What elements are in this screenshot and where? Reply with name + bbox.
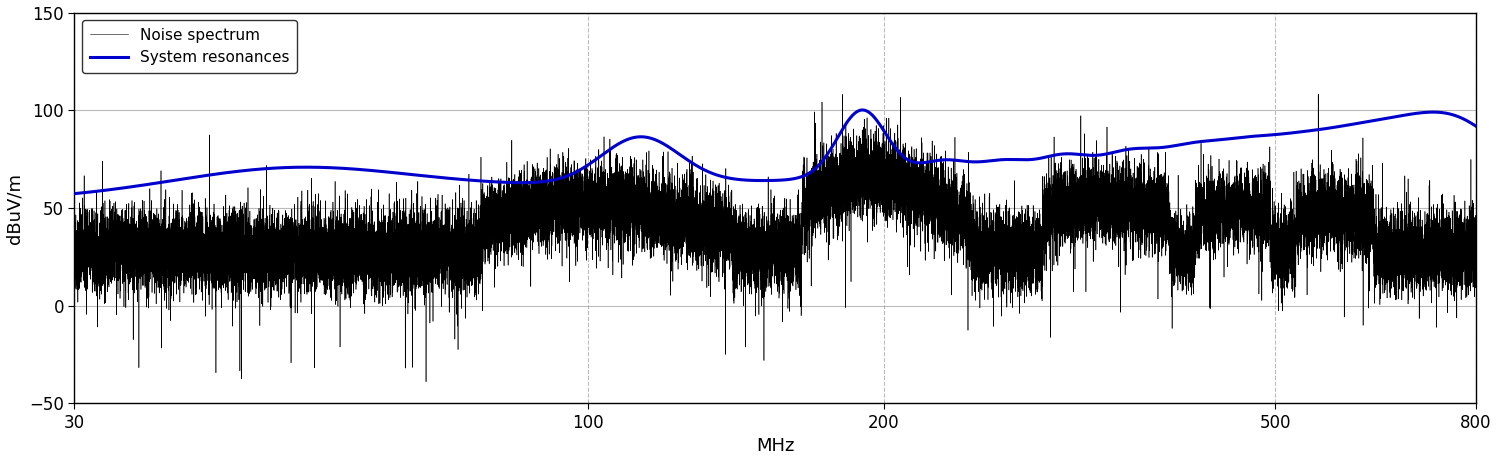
Noise spectrum — [1310, 91, 1328, 97]
Line: System resonances: System resonances — [75, 110, 1476, 194]
Noise spectrum — [807, 195, 825, 200]
System resonances — [853, 107, 871, 113]
System resonances — [66, 191, 84, 196]
Legend: Noise spectrum, System resonances: Noise spectrum, System resonances — [82, 20, 298, 73]
Noise spectrum — [418, 379, 436, 384]
Noise spectrum — [66, 238, 84, 244]
Noise spectrum — [1467, 253, 1485, 258]
System resonances — [1280, 130, 1298, 136]
X-axis label: MHz: MHz — [756, 437, 795, 455]
System resonances — [373, 169, 391, 174]
System resonances — [401, 171, 419, 177]
System resonances — [1467, 123, 1485, 129]
Noise spectrum — [373, 254, 391, 260]
Noise spectrum — [111, 226, 129, 232]
System resonances — [111, 186, 129, 191]
Line: Noise spectrum: Noise spectrum — [75, 94, 1476, 382]
Noise spectrum — [401, 232, 419, 238]
Noise spectrum — [219, 236, 237, 241]
System resonances — [219, 170, 237, 175]
Y-axis label: dBuV/m: dBuV/m — [6, 172, 24, 243]
Noise spectrum — [1280, 232, 1298, 237]
System resonances — [807, 165, 825, 171]
